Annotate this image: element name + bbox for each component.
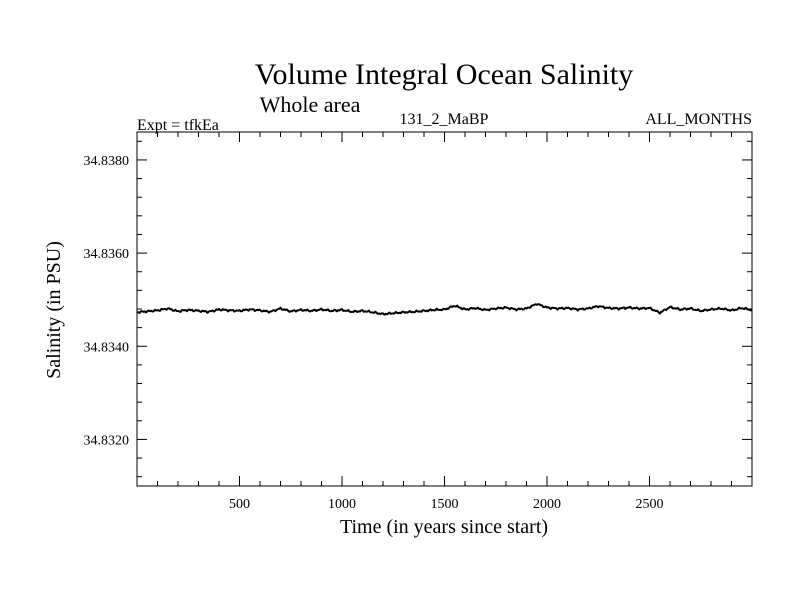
x-tick-label: 1500	[431, 497, 459, 512]
x-tick-label: 2000	[533, 497, 561, 512]
x-tick-label: 2500	[636, 497, 664, 512]
chart-title: Volume Integral Ocean Salinity	[255, 58, 634, 91]
y-tick-label: 34.8320	[84, 433, 130, 448]
x-axis-label: Time (in years since start)	[340, 516, 548, 538]
tick-labels: 500 1000 1500 2000 2500 34.8320 34.8340 34.8360…	[84, 154, 664, 512]
y-tick-label: 34.8360	[84, 247, 130, 262]
months-label: ALL_MONTHS	[645, 111, 752, 128]
experiment-period-label: 131_2_MaBP	[400, 111, 489, 128]
x-tick-label: 500	[229, 497, 250, 512]
y-axis-label: Salinity (in PSU)	[43, 241, 65, 379]
chart-subtitle: Whole area	[260, 92, 361, 117]
experiment-label: Expt = tfkEa	[137, 117, 219, 134]
y-tick-label: 34.8380	[84, 154, 130, 169]
axis-ticks	[137, 132, 752, 486]
y-tick-label: 34.8340	[84, 340, 130, 355]
salinity-series-line	[137, 303, 753, 316]
x-tick-label: 1000	[328, 497, 356, 512]
